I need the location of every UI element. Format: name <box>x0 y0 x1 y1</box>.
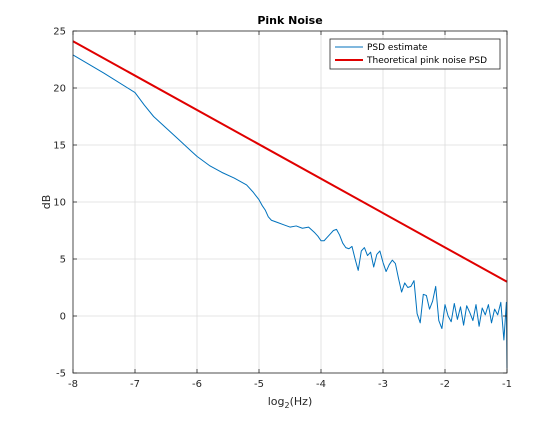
x-tick-label: -4 <box>316 379 326 390</box>
y-tick-label: 5 <box>60 255 66 266</box>
series-psd-estimate-line <box>72 54 508 369</box>
legend: PSD estimate Theoretical pink noise PSD <box>329 38 501 70</box>
x-tick-label: -1 <box>502 379 512 390</box>
y-tick-label: 20 <box>53 84 66 95</box>
series-layer <box>72 40 508 369</box>
x-tick-label: -2 <box>440 379 450 390</box>
legend-label-psd-estimate: PSD estimate <box>367 43 428 53</box>
x-axis-label: log2(Hz) <box>268 395 313 410</box>
legend-label-theoretical: Theoretical pink noise PSD <box>366 56 487 66</box>
x-axis-label-subscript: 2 <box>285 401 290 410</box>
y-tick-label: 10 <box>53 198 66 209</box>
y-axis-label: dB <box>40 195 53 210</box>
x-tick-label: -8 <box>68 379 78 390</box>
x-axis-label-main: log <box>268 395 285 408</box>
y-tick-label: -5 <box>56 369 66 380</box>
y-tick-label: 15 <box>53 141 66 152</box>
legend-box <box>329 38 501 70</box>
y-tick-label: 25 <box>53 27 66 38</box>
series-theoretical-pink-noise-line <box>72 40 508 283</box>
x-tick-label: -5 <box>254 379 264 390</box>
x-axis-label-rest: (Hz) <box>290 395 313 408</box>
x-tick-label: -7 <box>130 379 140 390</box>
y-tick-label: 0 <box>60 312 66 323</box>
x-tick-label: -3 <box>378 379 388 390</box>
ticks: -8 -7 -6 -5 -4 -3 -2 -1 -5 0 5 10 15 20 25 <box>53 27 512 391</box>
x-tick-label: -6 <box>192 379 202 390</box>
chart-title: Pink Noise <box>257 14 322 27</box>
